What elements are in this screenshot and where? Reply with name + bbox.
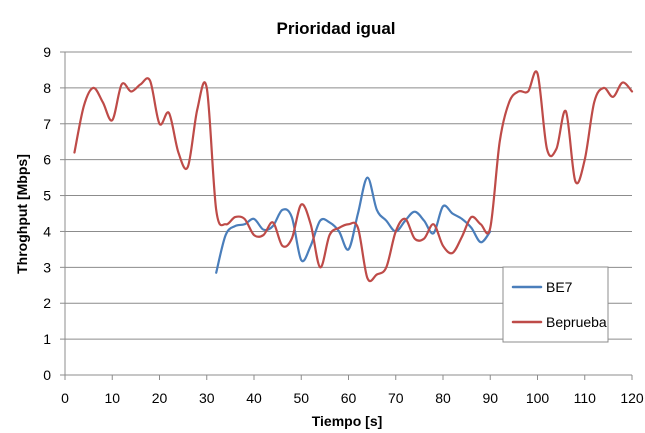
y-tick-label-5: 5 bbox=[43, 188, 51, 204]
y-tick-label-2: 2 bbox=[43, 295, 51, 311]
x-tick-label-0: 0 bbox=[61, 390, 69, 406]
x-axis-label: Tiempo [s] bbox=[312, 413, 383, 429]
legend-label-beprueba: Beprueba bbox=[546, 314, 607, 330]
axes bbox=[60, 51, 633, 380]
y-tick-label-1: 1 bbox=[43, 331, 51, 347]
x-tick-label-11: 110 bbox=[574, 390, 597, 406]
series-line-beprueba bbox=[73, 70, 634, 283]
y-tick-label-6: 6 bbox=[43, 152, 51, 168]
x-tick-label-10: 100 bbox=[526, 390, 550, 406]
legend: BE7 Beprueba bbox=[502, 266, 609, 343]
x-tick-label-9: 90 bbox=[482, 390, 498, 406]
chart-title: Prioridad igual bbox=[276, 19, 395, 38]
x-tick-label-4: 40 bbox=[246, 390, 262, 406]
legend-label-be7: BE7 bbox=[546, 279, 573, 295]
y-axis-label: Throghput [Mbps] bbox=[14, 154, 30, 274]
y-tick-label-4: 4 bbox=[43, 223, 51, 239]
y-tick-label-0: 0 bbox=[43, 367, 51, 383]
y-tick-label-8: 8 bbox=[43, 80, 51, 96]
x-tick-label-1: 10 bbox=[104, 390, 120, 406]
x-tick-label-2: 20 bbox=[152, 390, 168, 406]
y-tick-label-3: 3 bbox=[43, 259, 51, 275]
x-tick-label-7: 70 bbox=[388, 390, 404, 406]
x-tick-label-3: 30 bbox=[199, 390, 215, 406]
x-tick-label-5: 50 bbox=[293, 390, 309, 406]
y-tick-label-7: 7 bbox=[43, 116, 51, 132]
series-lines bbox=[73, 70, 634, 283]
series-line-be7 bbox=[215, 176, 492, 274]
x-tick-label-12: 120 bbox=[620, 390, 644, 406]
x-tick-label-8: 80 bbox=[435, 390, 451, 406]
y-tick-label-9: 9 bbox=[43, 44, 51, 60]
legend-box bbox=[502, 266, 609, 343]
x-tick-label-6: 60 bbox=[341, 390, 357, 406]
